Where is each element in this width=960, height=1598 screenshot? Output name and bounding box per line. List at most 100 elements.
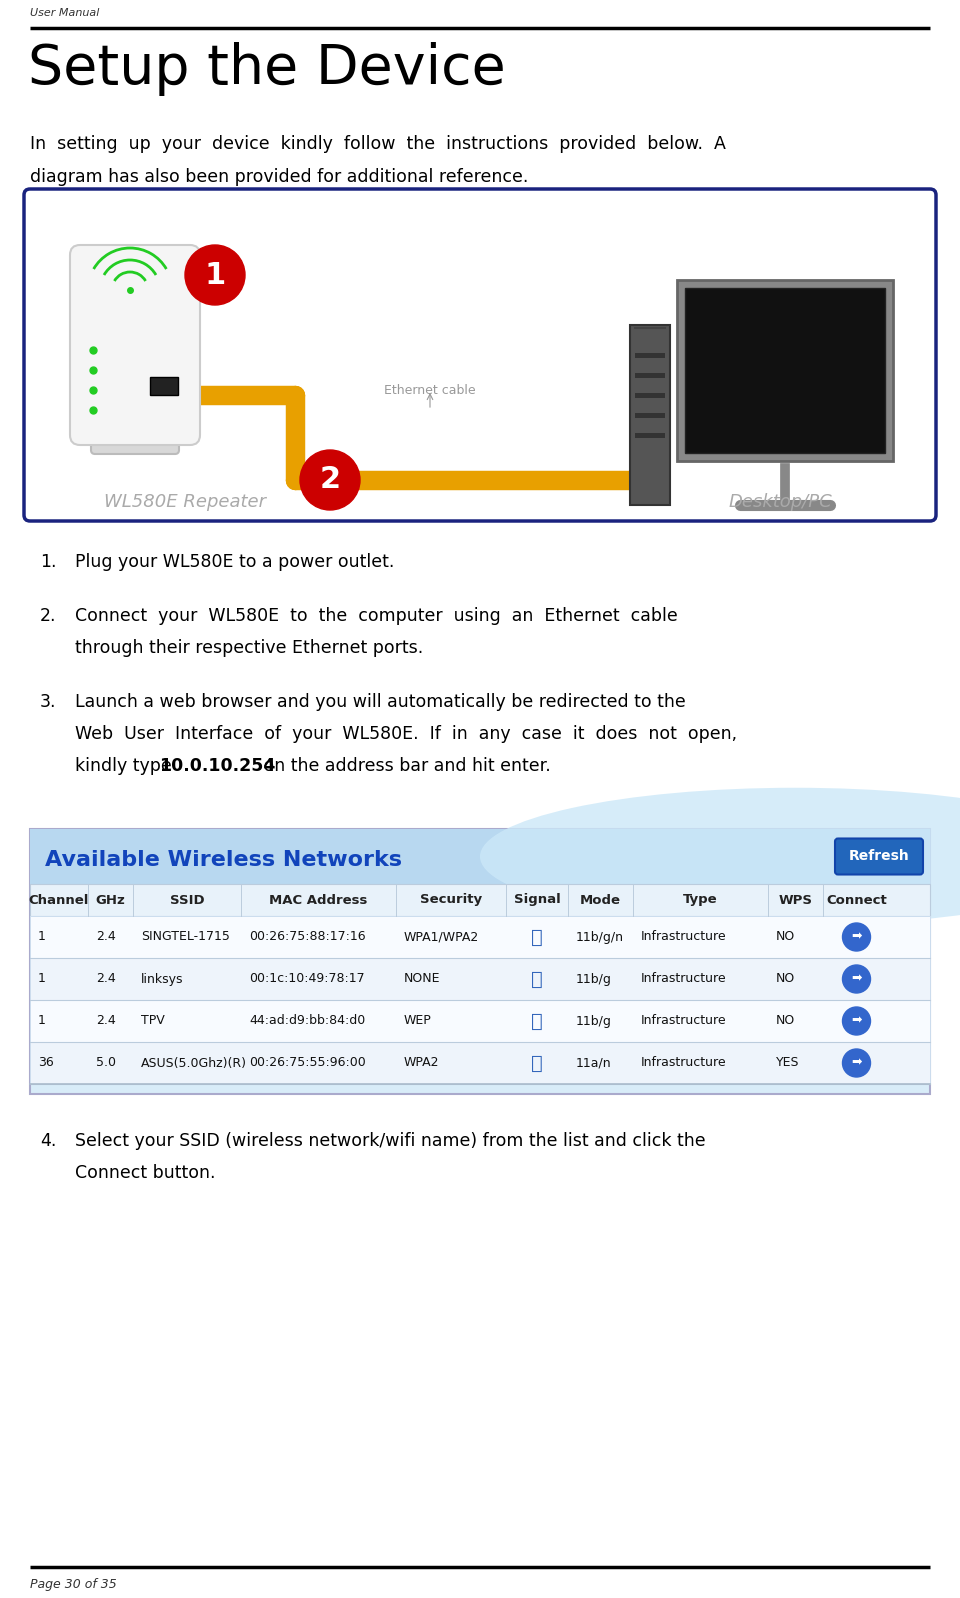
Text: kindly type: kindly type	[75, 757, 178, 775]
FancyBboxPatch shape	[70, 244, 200, 444]
Circle shape	[843, 1048, 871, 1077]
Text: Page 30 of 35: Page 30 of 35	[30, 1577, 117, 1592]
Text: 2.4: 2.4	[96, 930, 116, 943]
Circle shape	[843, 965, 871, 992]
Text: 2.: 2.	[40, 607, 57, 625]
Text: 00:26:75:88:17:16: 00:26:75:88:17:16	[249, 930, 366, 943]
Text: SINGTEL-1715: SINGTEL-1715	[141, 930, 229, 943]
Text: 3.: 3.	[40, 694, 57, 711]
Text: Connect  your  WL580E  to  the  computer  using  an  Ethernet  cable: Connect your WL580E to the computer usin…	[75, 607, 678, 625]
Text: 36: 36	[38, 1056, 54, 1069]
Text: ➡: ➡	[852, 930, 862, 943]
Text: ⦾: ⦾	[531, 927, 542, 946]
Ellipse shape	[480, 788, 960, 925]
Text: ➡: ➡	[852, 1015, 862, 1028]
Text: 2.4: 2.4	[96, 1015, 116, 1028]
Text: Launch a web browser and you will automatically be redirected to the: Launch a web browser and you will automa…	[75, 694, 685, 711]
Circle shape	[843, 1007, 871, 1036]
Text: 11b/g: 11b/g	[576, 1015, 612, 1028]
Text: WEP: WEP	[404, 1015, 432, 1028]
Text: 5.0: 5.0	[96, 1056, 116, 1069]
Bar	[635, 393, 665, 398]
Bar	[30, 916, 930, 957]
Bar	[685, 288, 885, 452]
Text: ⦾: ⦾	[531, 970, 542, 989]
Text: 10.0.10.254: 10.0.10.254	[159, 757, 276, 775]
Text: TPV: TPV	[141, 1015, 165, 1028]
Text: ASUS(5.0Ghz)(R): ASUS(5.0Ghz)(R)	[141, 1056, 247, 1069]
Text: 1: 1	[38, 1015, 46, 1028]
FancyBboxPatch shape	[24, 189, 936, 521]
Text: ➡: ➡	[852, 973, 862, 986]
Text: NO: NO	[776, 1015, 795, 1028]
Bar	[30, 884, 930, 916]
Text: 1: 1	[38, 973, 46, 986]
Bar	[30, 1000, 930, 1042]
Text: Available Wireless Networks: Available Wireless Networks	[45, 850, 402, 869]
Text: through their respective Ethernet ports.: through their respective Ethernet ports.	[75, 639, 423, 657]
Text: MAC Address: MAC Address	[270, 893, 368, 906]
Circle shape	[843, 924, 871, 951]
Text: SSID: SSID	[170, 893, 204, 906]
Text: Security: Security	[420, 893, 482, 906]
Text: diagram has also been provided for additional reference.: diagram has also been provided for addit…	[30, 168, 528, 185]
Bar	[635, 433, 665, 438]
Text: Infrastructure: Infrastructure	[641, 1015, 727, 1028]
Text: Connect: Connect	[827, 893, 887, 906]
Text: 11b/g/n: 11b/g/n	[576, 930, 624, 943]
Bar	[30, 957, 930, 1000]
Text: ➡: ➡	[852, 1056, 862, 1069]
Bar	[30, 1042, 930, 1083]
Bar	[630, 324, 670, 505]
Text: Setup the Device: Setup the Device	[28, 42, 506, 96]
Bar	[635, 353, 665, 358]
Text: 1.: 1.	[40, 553, 57, 570]
Text: ⦾: ⦾	[531, 1012, 542, 1031]
Text: Infrastructure: Infrastructure	[641, 1056, 727, 1069]
FancyBboxPatch shape	[835, 839, 923, 874]
FancyBboxPatch shape	[677, 280, 893, 460]
Text: WPA1/WPA2: WPA1/WPA2	[404, 930, 479, 943]
Text: In  setting  up  your  device  kindly  follow  the  instructions  provided  belo: In setting up your device kindly follow …	[30, 134, 726, 153]
Text: WL580E Repeater: WL580E Repeater	[104, 494, 266, 511]
Bar	[635, 412, 665, 419]
Text: Connect button.: Connect button.	[75, 1163, 215, 1183]
Text: YES: YES	[776, 1056, 800, 1069]
Bar	[30, 829, 930, 1095]
Text: WPA2: WPA2	[404, 1056, 440, 1069]
Text: Plug your WL580E to a power outlet.: Plug your WL580E to a power outlet.	[75, 553, 395, 570]
Text: linksys: linksys	[141, 973, 183, 986]
Text: 11a/n: 11a/n	[576, 1056, 612, 1069]
Text: Type: Type	[684, 893, 718, 906]
Text: Refresh: Refresh	[849, 850, 909, 863]
Text: Signal: Signal	[514, 893, 561, 906]
Text: Desktop/PC: Desktop/PC	[728, 494, 832, 511]
Text: NONE: NONE	[404, 973, 441, 986]
Text: Infrastructure: Infrastructure	[641, 930, 727, 943]
Text: 2.4: 2.4	[96, 973, 116, 986]
Text: 1: 1	[204, 260, 226, 289]
Text: Channel: Channel	[29, 893, 89, 906]
Text: 2: 2	[320, 465, 341, 494]
Circle shape	[185, 244, 245, 305]
Text: GHz: GHz	[96, 893, 126, 906]
Text: ⦾: ⦾	[531, 1053, 542, 1072]
Text: Infrastructure: Infrastructure	[641, 973, 727, 986]
Bar	[30, 829, 930, 884]
Text: 00:1c:10:49:78:17: 00:1c:10:49:78:17	[249, 973, 365, 986]
Text: 44:ad:d9:bb:84:d0: 44:ad:d9:bb:84:d0	[249, 1015, 365, 1028]
Bar	[635, 372, 665, 379]
Text: User Manual: User Manual	[30, 8, 100, 18]
Text: Mode: Mode	[580, 893, 621, 906]
Text: 1: 1	[38, 930, 46, 943]
Text: 11b/g: 11b/g	[576, 973, 612, 986]
Text: NO: NO	[776, 930, 795, 943]
Text: on the address bar and hit enter.: on the address bar and hit enter.	[258, 757, 551, 775]
Text: 4.: 4.	[40, 1131, 57, 1151]
Bar	[150, 377, 178, 395]
Text: WPS: WPS	[779, 893, 812, 906]
Text: NO: NO	[776, 973, 795, 986]
FancyBboxPatch shape	[91, 246, 179, 454]
Text: Select your SSID (wireless network/wifi name) from the list and click the: Select your SSID (wireless network/wifi …	[75, 1131, 706, 1151]
Text: 00:26:75:55:96:00: 00:26:75:55:96:00	[249, 1056, 366, 1069]
